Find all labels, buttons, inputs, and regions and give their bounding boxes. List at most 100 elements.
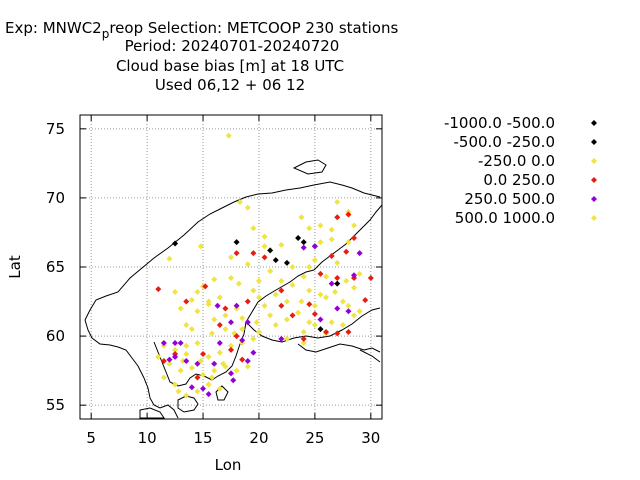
data-point <box>172 346 179 353</box>
data-point <box>214 302 221 309</box>
data-point <box>211 276 218 283</box>
data-point <box>311 322 318 329</box>
y-tick-label: 75 <box>46 120 65 138</box>
data-point <box>188 297 195 304</box>
data-point <box>267 247 274 254</box>
data-point <box>200 351 207 358</box>
data-point <box>244 363 251 370</box>
data-point <box>306 225 313 232</box>
data-point <box>202 283 209 290</box>
data-point <box>306 301 313 308</box>
data-point <box>250 250 257 257</box>
data-point <box>351 284 358 291</box>
data-point <box>183 342 190 349</box>
grid-lines <box>80 115 382 419</box>
legend-label: 250.0 500.0 <box>464 190 555 208</box>
data-point <box>216 322 223 329</box>
data-point <box>300 273 307 280</box>
data-point <box>194 388 201 395</box>
data-point <box>194 308 201 315</box>
data-point <box>211 316 218 323</box>
data-point <box>233 302 240 309</box>
x-tick-label: 25 <box>305 429 324 447</box>
data-point <box>172 288 179 295</box>
y-axis-label: Lat <box>6 255 24 279</box>
data-point <box>222 326 229 333</box>
data-point <box>205 391 212 398</box>
data-point <box>300 335 307 342</box>
data-point <box>250 287 257 294</box>
data-point <box>295 309 302 316</box>
data-point <box>160 340 167 346</box>
y-tick-label: 70 <box>46 189 65 207</box>
data-point <box>300 244 307 251</box>
data-point <box>211 360 218 367</box>
data-point <box>194 374 201 381</box>
data-point <box>328 236 335 243</box>
data-point <box>283 316 290 323</box>
data-point <box>244 261 251 268</box>
data-point <box>345 239 352 246</box>
data-point <box>166 255 173 262</box>
data-point <box>317 291 324 298</box>
data-point <box>233 367 240 374</box>
data-point <box>272 257 279 264</box>
data-point <box>233 250 240 257</box>
data-point <box>317 222 324 229</box>
legend-marker <box>591 196 597 202</box>
data-point <box>233 333 240 340</box>
x-axis-label: Lon <box>215 456 242 474</box>
data-point <box>343 248 350 255</box>
data-point <box>225 132 232 139</box>
data-point <box>228 370 234 377</box>
data-point <box>283 298 290 305</box>
data-point <box>278 277 285 284</box>
data-point <box>230 377 237 384</box>
data-point <box>267 268 274 275</box>
data-point <box>334 305 341 312</box>
data-point <box>197 357 204 364</box>
data-point <box>317 239 324 246</box>
data-point <box>250 225 257 232</box>
data-point <box>183 298 190 305</box>
data-point <box>208 330 215 337</box>
data-point <box>220 360 227 367</box>
data-point <box>244 357 251 364</box>
y-tick-label: 60 <box>46 327 65 345</box>
data-point <box>298 214 305 221</box>
data-point <box>155 286 162 293</box>
data-point <box>211 367 218 374</box>
data-point <box>228 342 234 349</box>
data-point <box>339 322 346 329</box>
legend-label: -1000.0 -500.0 <box>444 114 555 132</box>
data-point <box>250 335 257 342</box>
data-point <box>267 312 274 319</box>
data-point <box>317 270 324 277</box>
data-point <box>351 312 358 319</box>
data-point <box>362 297 369 304</box>
plot-area: 5 10 15 20 25 30 55 60 65 70 75 <box>46 114 383 447</box>
data-point <box>188 364 195 371</box>
data-point <box>356 250 363 257</box>
data-point <box>261 302 268 309</box>
data-point <box>328 252 335 259</box>
data-point <box>194 360 201 367</box>
data-point <box>261 254 268 261</box>
data-point <box>188 326 195 333</box>
data-point <box>228 346 234 353</box>
data-point <box>179 357 186 364</box>
data-point <box>289 312 296 319</box>
data-point <box>228 275 234 282</box>
data-point <box>261 233 268 240</box>
chart-title-line-2: Period: 20240701-20240720 <box>125 37 340 55</box>
data-point <box>160 357 167 364</box>
data-point <box>334 199 341 206</box>
data-point <box>216 385 223 392</box>
data-point <box>300 340 307 346</box>
data-point <box>278 335 285 342</box>
data-point <box>311 310 318 317</box>
data-point <box>332 288 339 295</box>
data-point <box>228 254 234 261</box>
data-point <box>272 322 279 329</box>
data-point <box>188 384 195 391</box>
